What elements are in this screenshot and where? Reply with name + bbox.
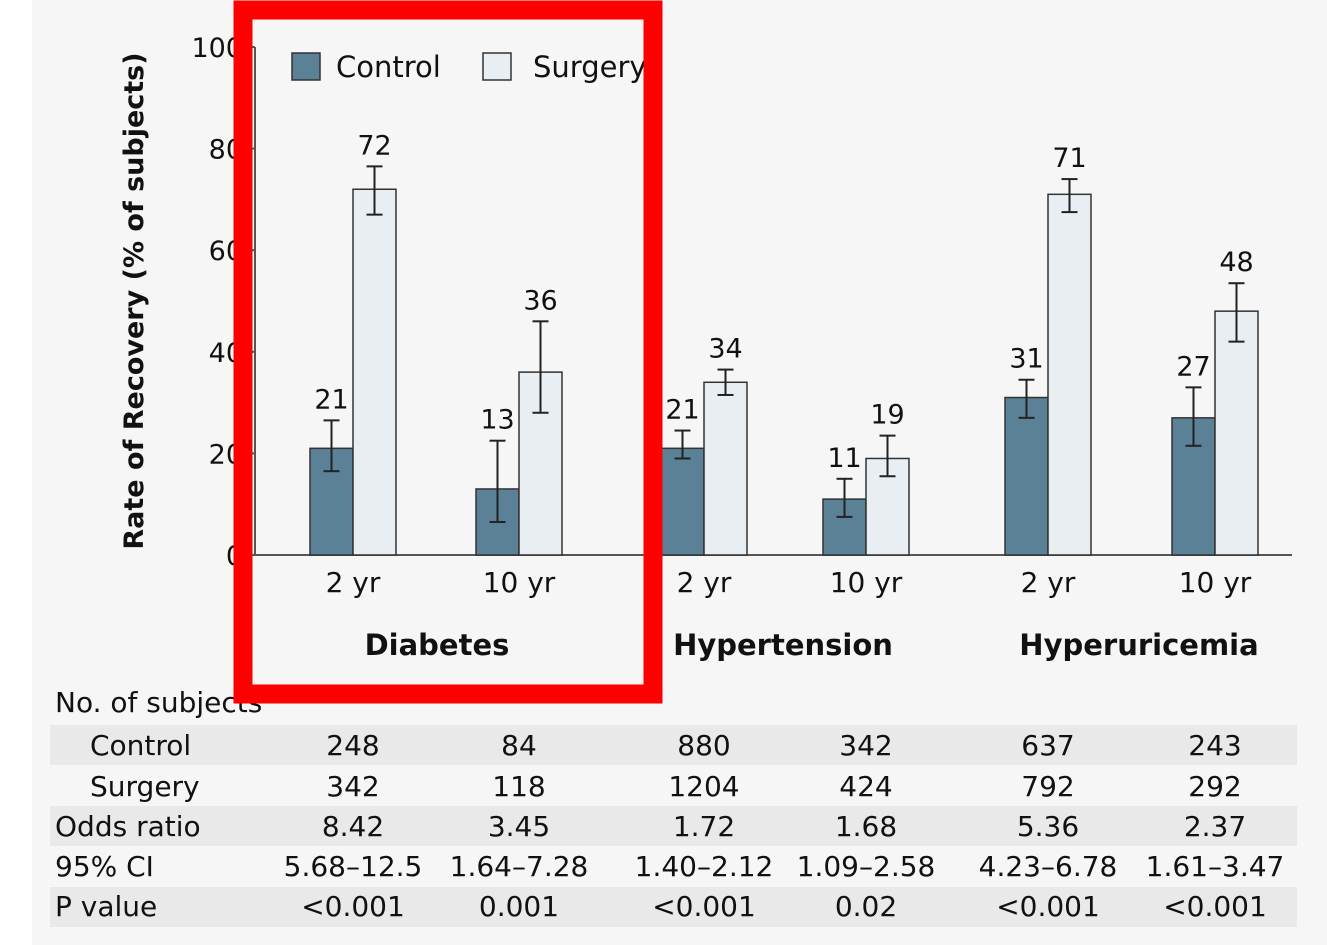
data-label-surgery: 36 (523, 285, 557, 316)
highlight-box (233, 0, 663, 704)
bar-control (1004, 396, 1049, 556)
legend-label-surgery: Surgery (533, 50, 647, 84)
table-band (50, 725, 1297, 765)
table-cell: 1.68 (835, 810, 897, 843)
table-cell: 792 (1021, 770, 1074, 803)
x-category-label: 10 yr (1179, 566, 1252, 599)
table-cell: <0.001 (652, 890, 756, 923)
table-cell: <0.001 (996, 890, 1100, 923)
subjects-table: No. of subjects Control 248 84 880 342 637 243 S… (50, 686, 1297, 927)
bar-control (660, 447, 705, 556)
table-cell: 1204 (668, 770, 739, 803)
group-label-hypertension: Hypertension (673, 628, 893, 662)
table-cell: 637 (1021, 729, 1074, 762)
table-row-label: P value (55, 890, 157, 923)
table-cell: 4.23–6.78 (979, 850, 1118, 883)
table-cell: 84 (501, 729, 537, 762)
table-cell: <0.001 (1163, 890, 1267, 923)
table-cell: 342 (839, 729, 892, 762)
table-row-label: 95% CI (55, 850, 154, 883)
legend-swatch-surgery (482, 52, 512, 81)
table-band (50, 806, 1297, 846)
x-category-label: 2 yr (326, 566, 381, 599)
table-cell: 3.45 (488, 810, 550, 843)
legend: Control Surgery (291, 50, 647, 84)
data-label-surgery: 34 (708, 334, 742, 365)
table-cell: 243 (1188, 729, 1241, 762)
table-cell: 1.09–2.58 (797, 850, 936, 883)
data-label-control: 27 (1176, 351, 1210, 382)
data-label-control: 31 (1009, 344, 1043, 375)
data-label-control: 13 (480, 405, 514, 436)
table-cell: 5.36 (1017, 810, 1079, 843)
data-label-surgery: 72 (357, 130, 391, 161)
table-cell: 0.02 (835, 890, 897, 923)
legend-label-control: Control (336, 50, 441, 84)
table-cell: 1.40–2.12 (635, 850, 774, 883)
x-category-label: 10 yr (830, 566, 903, 599)
table-cell: 0.001 (479, 890, 559, 923)
data-label-control: 21 (314, 384, 348, 415)
table-cell: 292 (1188, 770, 1241, 803)
table-cell: 118 (492, 770, 545, 803)
data-label-control: 21 (665, 395, 699, 426)
table-cell: <0.001 (301, 890, 405, 923)
data-label-control: 11 (827, 443, 861, 474)
table-cell: 248 (326, 729, 379, 762)
table-cell: 5.68–12.5 (284, 850, 423, 883)
group-label-hyperuricemia: Hyperuricemia (1019, 628, 1258, 662)
table-row-label: Odds ratio (55, 810, 201, 843)
table-cell: 1.72 (673, 810, 735, 843)
table-cell: 2.37 (1184, 810, 1246, 843)
highlight-layer (233, 0, 663, 704)
bars-layer (309, 165, 1259, 556)
y-axis-title: Rate of Recovery (% of subjects) (119, 52, 150, 549)
bar-control (309, 447, 354, 556)
bar-surgery (703, 381, 748, 556)
table-row-label: Control (90, 729, 191, 762)
x-category-label: 10 yr (483, 566, 556, 599)
bar-surgery (1047, 193, 1092, 556)
x-category-label: 2 yr (1021, 566, 1076, 599)
bar-surgery (1214, 310, 1259, 556)
table-row-label: Surgery (90, 770, 200, 803)
data-label-surgery: 19 (870, 400, 904, 431)
group-label-diabetes: Diabetes (365, 628, 510, 662)
table-cell: 880 (677, 729, 730, 762)
table-cell: 1.61–3.47 (1146, 850, 1285, 883)
table-cell: 342 (326, 770, 379, 803)
table-cell: 424 (839, 770, 892, 803)
x-category-label: 2 yr (677, 566, 732, 599)
table-title: No. of subjects (55, 686, 262, 719)
table-cell: 8.42 (322, 810, 384, 843)
data-label-surgery: 71 (1052, 143, 1086, 174)
data-label-surgery: 48 (1219, 247, 1253, 278)
legend-swatch-control (291, 52, 321, 81)
labels-layer: 21 72 2 yr 13 36 10 yr 21 34 2 yr 11 19 10 yr 31 71 2 … (314, 130, 1258, 662)
table-band (50, 887, 1297, 927)
table-cell: 1.64–7.28 (450, 850, 589, 883)
bar-surgery (352, 188, 397, 556)
